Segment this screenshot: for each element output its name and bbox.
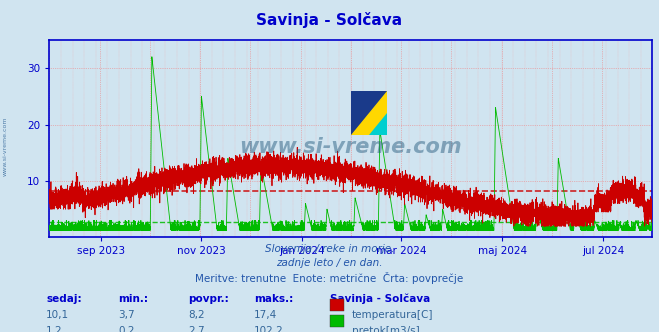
Text: temperatura[C]: temperatura[C] [352,310,434,320]
Text: 17,4: 17,4 [254,310,277,320]
Text: 102,2: 102,2 [254,326,283,332]
Text: 2,7: 2,7 [188,326,204,332]
Text: 8,2: 8,2 [188,310,204,320]
Text: povpr.:: povpr.: [188,294,229,304]
Text: www.si-vreme.com: www.si-vreme.com [3,116,8,176]
Polygon shape [351,92,387,135]
Text: 10,1: 10,1 [46,310,69,320]
Text: Savinja - Solčava: Savinja - Solčava [256,12,403,28]
Text: Savinja - Solčava: Savinja - Solčava [330,294,430,304]
Text: maks.:: maks.: [254,294,293,304]
Text: www.si-vreme.com: www.si-vreme.com [240,136,462,156]
Text: 1,2: 1,2 [46,326,63,332]
Polygon shape [351,92,387,135]
Text: sedaj:: sedaj: [46,294,82,304]
Text: 0,2: 0,2 [119,326,135,332]
Text: min.:: min.: [119,294,149,304]
Text: Meritve: trenutne  Enote: metrične  Črta: povprečje: Meritve: trenutne Enote: metrične Črta: … [195,272,464,284]
Text: Slovenija / reke in morje.: Slovenija / reke in morje. [265,244,394,254]
Text: 3,7: 3,7 [119,310,135,320]
Polygon shape [369,113,387,135]
Text: pretok[m3/s]: pretok[m3/s] [352,326,420,332]
Text: zadnje leto / en dan.: zadnje leto / en dan. [276,258,383,268]
